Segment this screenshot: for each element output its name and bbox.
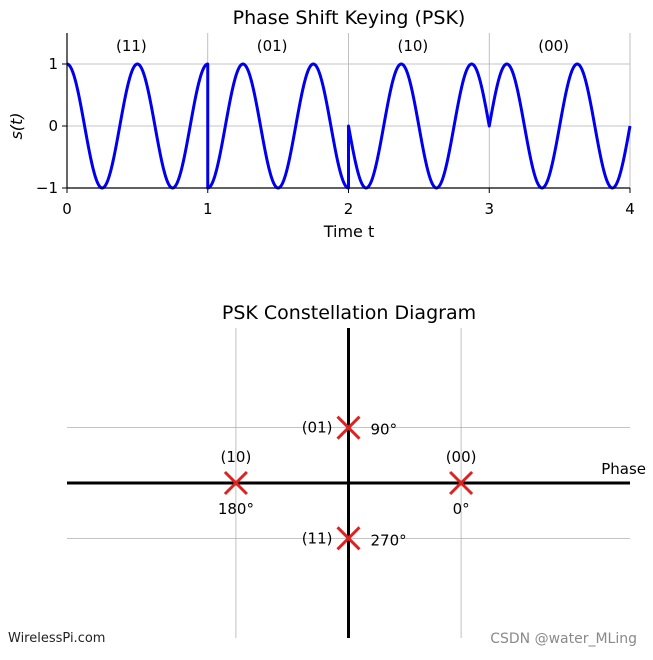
waveform-axes — [66, 33, 630, 189]
waveform-x-axis-label: Time t — [323, 222, 375, 241]
waveform-y-axis-label: s(t) — [7, 112, 26, 139]
constellation-x-marker-stroke — [336, 415, 361, 440]
symbol-bits-label: (00) — [538, 37, 569, 55]
constellation-x-marker-stroke — [223, 470, 248, 496]
constellation-angle-label: 180° — [218, 500, 254, 518]
watermark-wirelesspi: WirelessPi.com — [8, 631, 106, 646]
constellation-point-01: (01) 90° — [302, 415, 398, 440]
constellation-bits-label: (01) — [302, 419, 333, 437]
constellation-angle-label: 270° — [371, 531, 407, 549]
waveform-y-tick-label: 1 — [48, 55, 58, 73]
constellation-point-11: (11) 270° — [302, 526, 407, 551]
symbol-labels: (11) (01) (10) (00) — [116, 37, 569, 55]
constellation-bits-label: (00) — [446, 448, 477, 466]
waveform-x-tick-label: 0 — [62, 200, 72, 218]
waveform-x-tick-label: 3 — [484, 200, 494, 218]
symbol-bits-label: (11) — [116, 37, 147, 55]
constellation-bits-label: (10) — [221, 448, 252, 466]
psk-waveform-chart: Phase Shift Keying (PSK) 0 1 2 3 4−101 (11)(… — [7, 7, 635, 241]
constellation-chart: PSK Constellation Diagram (00)0°(01) 90°(… — [67, 302, 646, 638]
symbol-bits-label: (01) — [257, 37, 288, 55]
waveform-title: Phase Shift Keying (PSK) — [233, 7, 466, 29]
waveform-x-tick-label: 4 — [625, 200, 635, 218]
constellation-point-10: (10) 180° — [218, 448, 254, 518]
watermark-csdn: CSDN @water_MLing — [490, 631, 637, 647]
waveform-x-tick-label: 1 — [203, 200, 213, 218]
constellation-point-00: (00) 0° — [446, 448, 477, 518]
waveform-ticks: 0 1 2 3 4−101 — [36, 55, 635, 218]
constellation-x-marker-stroke — [449, 470, 474, 496]
constellation-x-marker-stroke — [336, 526, 361, 551]
constellation-title: PSK Constellation Diagram — [222, 302, 476, 324]
symbol-bits-label: (10) — [397, 37, 428, 55]
constellation-angle-label: 90° — [371, 421, 398, 439]
waveform-x-tick-label: 2 — [344, 200, 354, 218]
waveform-y-tick-label: −1 — [36, 179, 58, 197]
constellation-axes — [67, 328, 630, 638]
constellation-bits-label: (11) — [302, 529, 333, 547]
constellation-angle-label: 0° — [453, 500, 470, 518]
phase-axis-label: Phase — [601, 460, 646, 478]
waveform-y-tick-label: 0 — [48, 117, 58, 135]
constellation-points: (00) 0° (01) 90° (10) 180° (11) 270° — [218, 415, 477, 551]
